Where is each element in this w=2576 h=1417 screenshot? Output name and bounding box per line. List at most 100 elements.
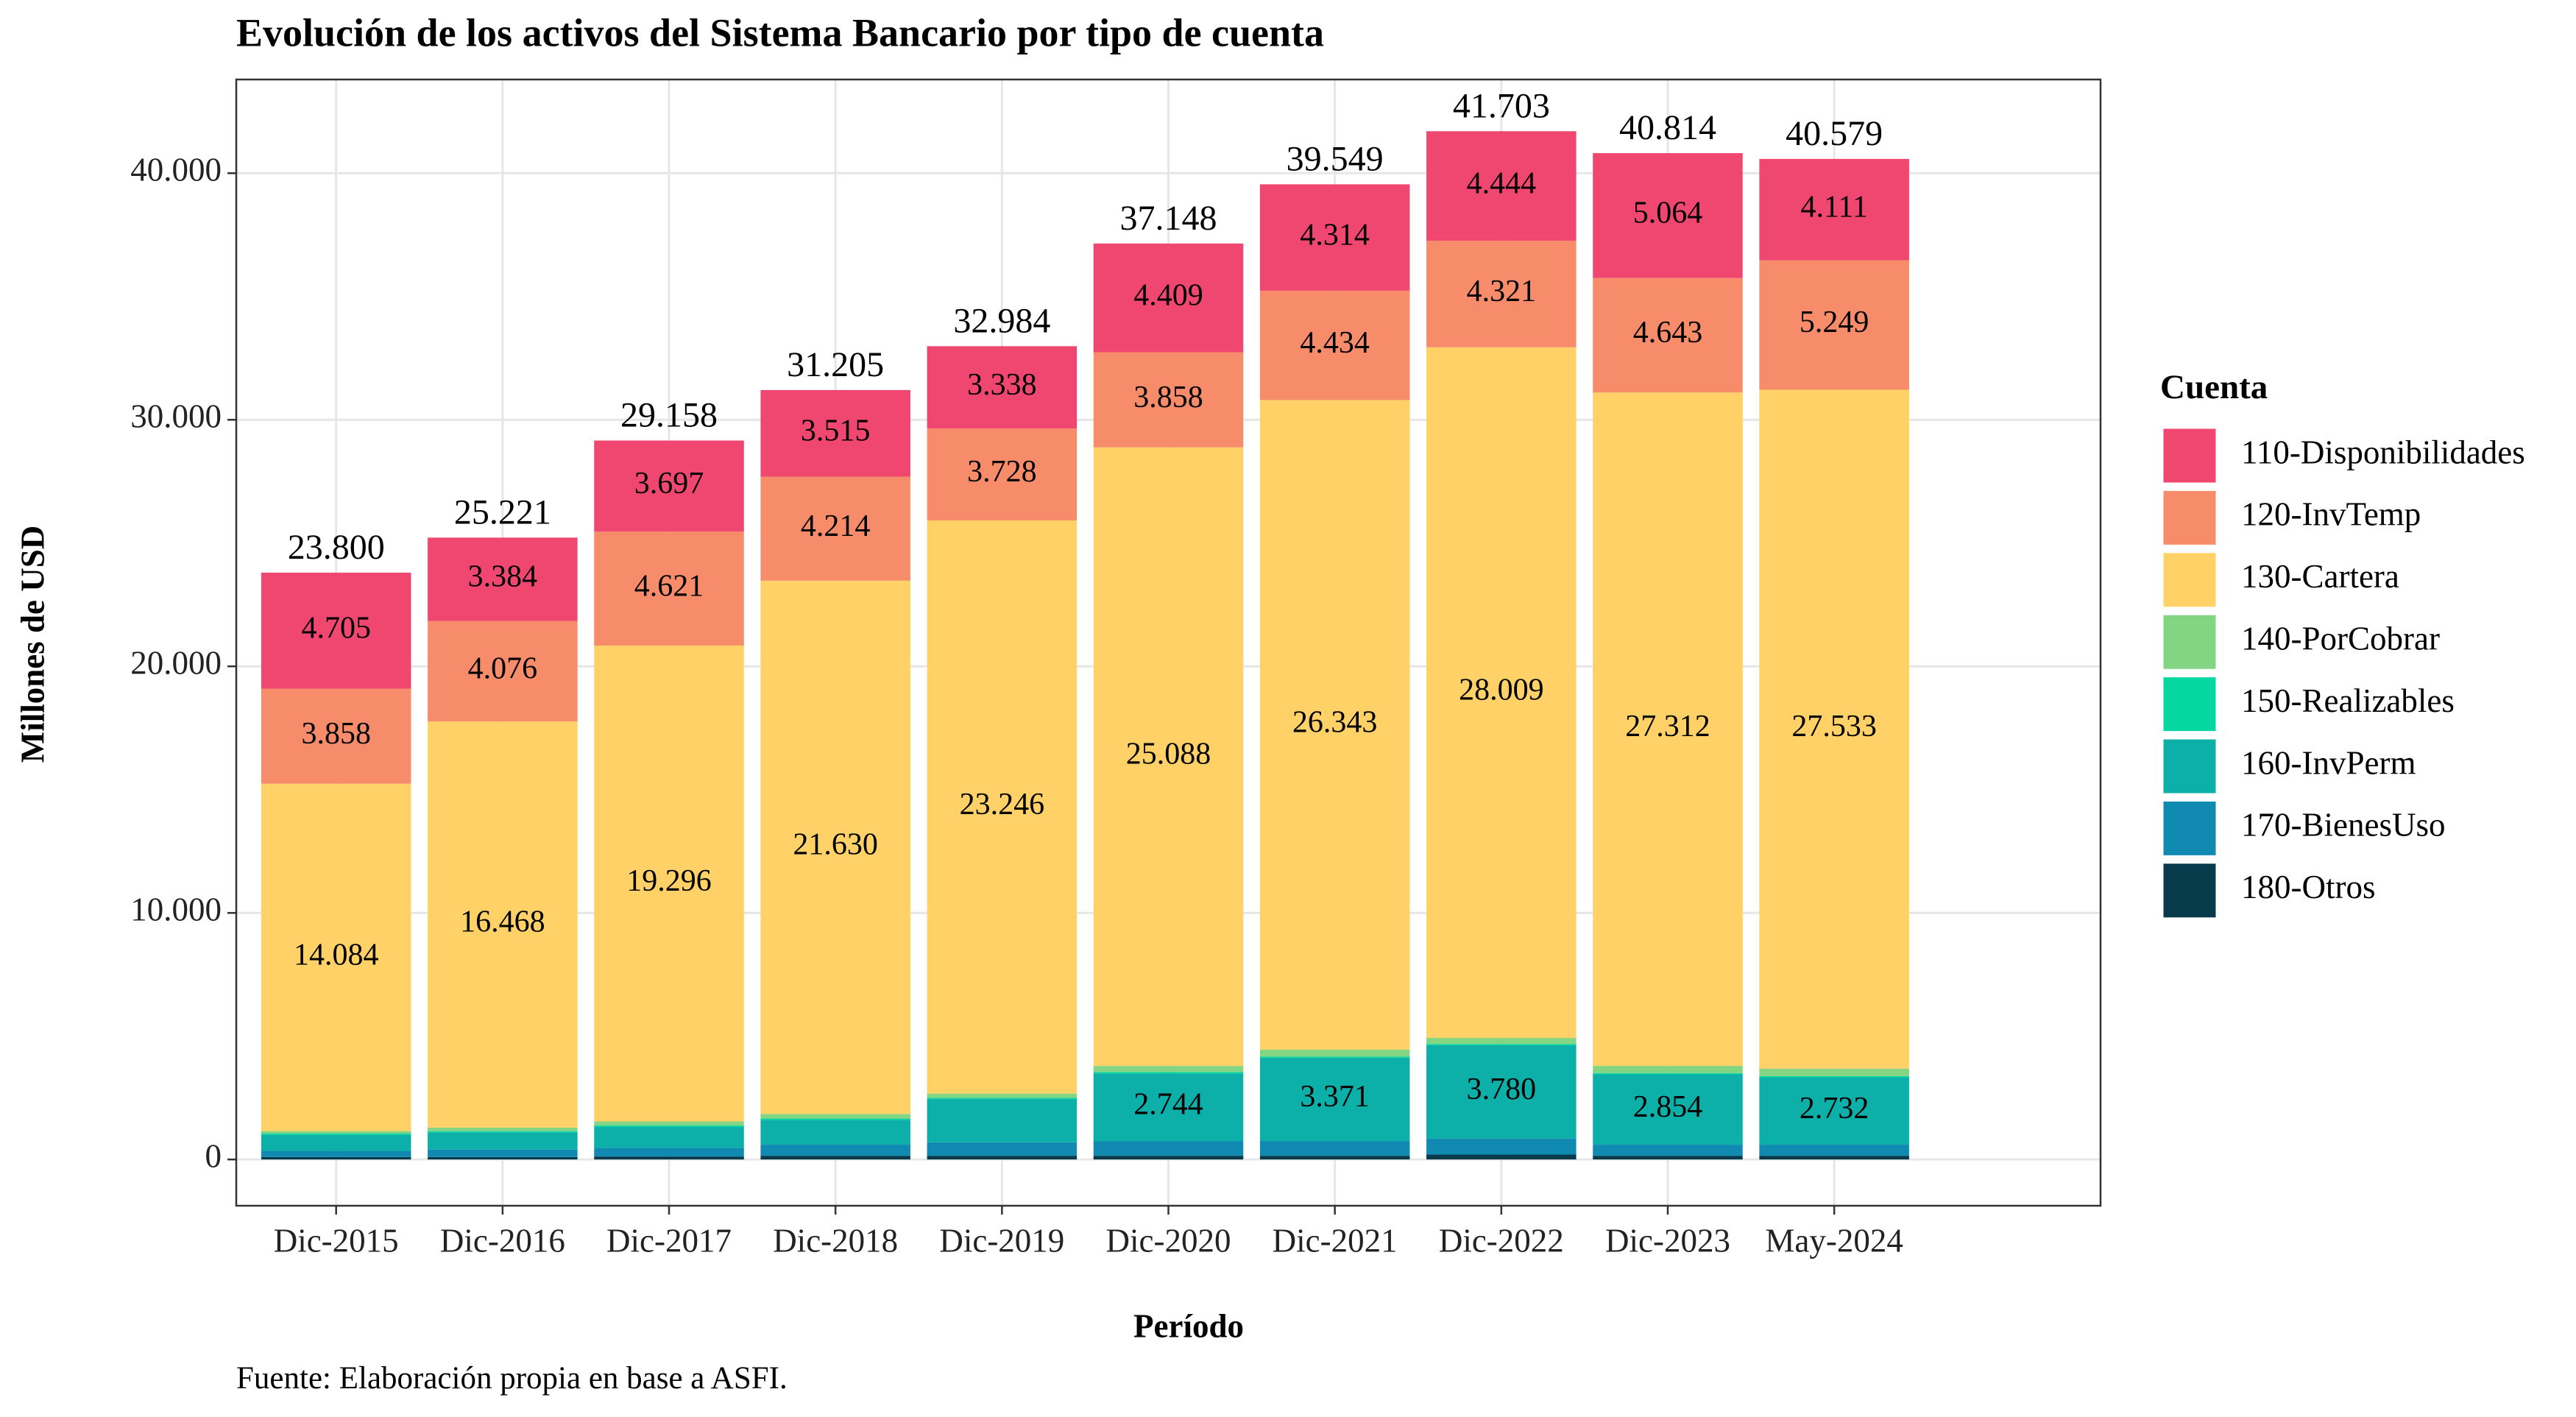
bar-segment	[927, 520, 1078, 1094]
total-label: 25.221	[454, 492, 551, 531]
legend-label: 110-Disponibilidades	[2241, 434, 2525, 470]
bar-segment	[1426, 1045, 1577, 1139]
legend-key	[2161, 675, 2218, 734]
data-label: 26.343	[1292, 705, 1378, 739]
bar-segment	[1259, 184, 1410, 291]
x-tick-label: Dic-2022	[1439, 1222, 1564, 1259]
x-tick-label: Dic-2021	[1273, 1222, 1398, 1259]
bar-segment	[1093, 1072, 1244, 1074]
data-label: 4.621	[634, 569, 704, 603]
bar-segment	[1593, 1066, 1743, 1073]
bar-segment	[261, 688, 411, 784]
data-label: 16.468	[460, 905, 545, 939]
data-label: 4.444	[1467, 166, 1537, 200]
total-label: 40.579	[1786, 114, 1883, 153]
data-label: 5.064	[1633, 196, 1703, 230]
total-label: 31.205	[787, 345, 884, 384]
bar-segment	[927, 1156, 1078, 1160]
total-label: 32.984	[953, 301, 1050, 340]
total-label: 23.800	[288, 528, 385, 567]
bar-segment	[1593, 392, 1743, 1067]
bar-segment	[760, 476, 910, 581]
bar-segment	[1426, 1044, 1577, 1046]
data-label: 4.705	[301, 611, 371, 645]
caption: Fuente: Elaboración propia en base a ASF…	[236, 1361, 788, 1396]
legend-label: 140-PorCobrar	[2241, 621, 2440, 657]
x-axis-title: Período	[1133, 1307, 1244, 1344]
bar-segment	[760, 1120, 910, 1145]
data-label: 3.384	[468, 560, 538, 594]
bar-segment	[261, 1133, 411, 1135]
bar-segment	[1093, 447, 1244, 1067]
data-label: 3.371	[1300, 1080, 1370, 1114]
legend-key	[2161, 861, 2218, 920]
data-label: 4.314	[1300, 218, 1370, 252]
legend-label: 170-BienesUso	[2241, 807, 2445, 844]
y-tick-label: 0	[205, 1137, 222, 1174]
bar-segment	[428, 1131, 578, 1133]
data-label: 3.338	[967, 368, 1037, 402]
bar-segment	[927, 1093, 1078, 1098]
bar-segment	[594, 1121, 744, 1126]
data-label: 4.076	[468, 652, 538, 686]
y-axis-title: Millones de USD	[14, 526, 51, 763]
total-label: 37.148	[1120, 199, 1217, 238]
data-label: 23.246	[960, 788, 1045, 821]
bar-segment	[428, 1149, 578, 1157]
y-tick-label: 30.000	[130, 398, 222, 435]
data-label: 3.728	[967, 455, 1037, 489]
data-label: 3.780	[1467, 1073, 1537, 1106]
data-label: 3.697	[634, 467, 704, 501]
y-tick-label: 20.000	[130, 645, 222, 682]
data-label: 19.296	[626, 864, 712, 898]
data-label: 4.643	[1633, 316, 1703, 350]
legend-key	[2161, 799, 2218, 858]
bar-segment	[1259, 1058, 1410, 1142]
x-tick-label: Dic-2020	[1106, 1222, 1231, 1259]
total-label: 41.703	[1453, 86, 1550, 125]
bar-segment	[1259, 1056, 1410, 1059]
bar-segment	[1593, 278, 1743, 393]
bar-segment	[760, 1114, 910, 1119]
bar-segment	[927, 1098, 1078, 1100]
bar-segment	[927, 346, 1078, 429]
bar-segment	[1093, 243, 1244, 353]
bar-segment	[927, 428, 1078, 520]
bar-segment	[760, 580, 910, 1114]
bar-segment	[594, 1125, 744, 1127]
legend-label: 150-Realizables	[2241, 682, 2455, 719]
x-tick-label: May-2024	[1765, 1222, 1903, 1259]
data-label: 21.630	[793, 828, 878, 862]
data-label: 27.312	[1625, 710, 1710, 743]
bar-segment	[1593, 1145, 1743, 1156]
bar-segment	[261, 572, 411, 689]
bar-segment	[1593, 1074, 1743, 1145]
data-label: 25.088	[1126, 738, 1211, 771]
bar-segment	[1759, 1156, 1909, 1160]
x-tick-label: Dic-2015	[274, 1222, 399, 1259]
bar-segment	[261, 783, 411, 1131]
x-tick-label: Dic-2018	[773, 1222, 898, 1259]
bar-segment	[760, 1145, 910, 1156]
legend-key	[2161, 612, 2218, 671]
bar-segment	[261, 1131, 411, 1134]
bar-segment	[428, 721, 578, 1128]
data-label: 2.732	[1800, 1092, 1869, 1126]
data-label: 4.409	[1133, 278, 1203, 312]
bar-segment	[594, 646, 744, 1122]
bar-segment	[927, 1142, 1078, 1156]
bar-segment	[594, 1148, 744, 1157]
x-tick-label: Dic-2017	[606, 1222, 732, 1259]
legend-key	[2161, 551, 2218, 609]
bar-segment	[1259, 1156, 1410, 1160]
chart-title: Evolución de los activos del Sistema Ban…	[236, 10, 1324, 54]
legend-label: 120-InvTemp	[2241, 496, 2421, 533]
bar-segment	[1759, 1145, 1909, 1156]
data-label: 28.009	[1459, 674, 1544, 707]
total-label: 29.158	[620, 395, 718, 434]
bar-segment	[594, 440, 744, 532]
bar-segment	[1593, 1156, 1743, 1160]
legend-title: Cuenta	[2160, 368, 2268, 406]
